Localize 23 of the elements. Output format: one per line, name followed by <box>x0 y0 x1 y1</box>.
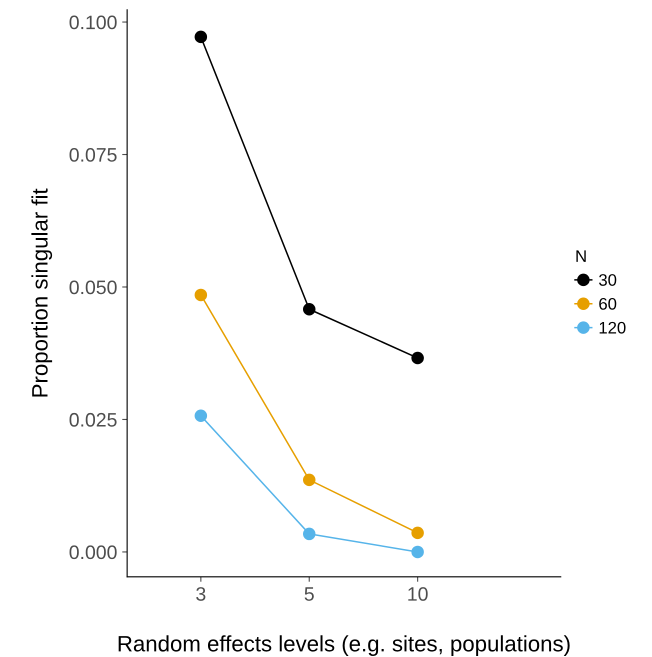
point <box>302 302 316 316</box>
x-axis-title: Random effects levels (e.g. sites, populations) <box>118 635 570 656</box>
y-axis-title: Proportion singular fit <box>31 188 52 397</box>
legend-title: N <box>576 250 586 262</box>
x-tick-label: 5 <box>304 587 314 601</box>
point <box>411 546 424 558</box>
point <box>194 288 208 302</box>
x-tick-label: 3 <box>196 587 206 601</box>
y-tick-label: 0.000 <box>70 545 117 560</box>
point <box>194 410 208 422</box>
point <box>411 352 424 364</box>
legend-label: 60 <box>599 298 616 310</box>
y-tick-label: 0.075 <box>70 148 117 162</box>
y-tick-label: 0.050 <box>70 280 117 294</box>
point <box>302 474 316 486</box>
point <box>194 30 208 44</box>
point <box>411 526 424 540</box>
point <box>302 528 316 540</box>
y-tick-label: 0.025 <box>70 412 117 427</box>
legend-label: 120 <box>600 322 626 334</box>
legend-label: 30 <box>599 274 616 286</box>
x-tick-label: 10 <box>408 587 428 601</box>
y-tick-label: 0.100 <box>70 16 117 30</box>
